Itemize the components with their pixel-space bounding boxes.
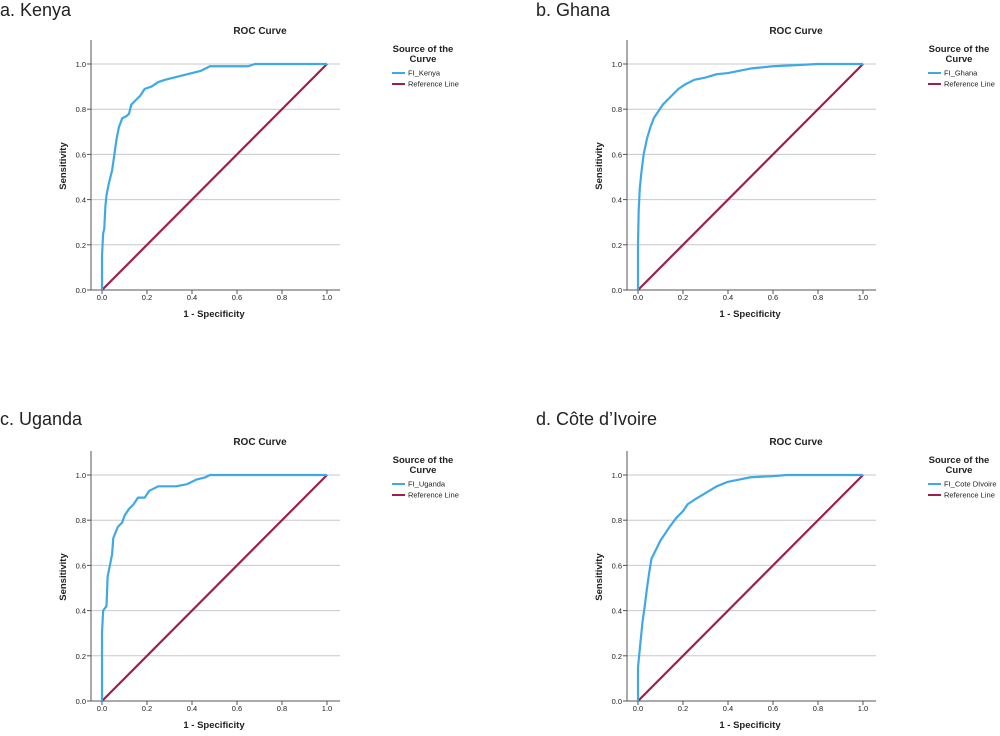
legend-entry: FI_Cote DIvoire: [944, 480, 997, 489]
y-tick-label: 1.0: [612, 60, 622, 69]
chart-title: ROC Curve: [233, 437, 287, 448]
legend-title: Curve: [946, 465, 973, 476]
x-axis-label: 1 - Specificity: [719, 720, 781, 731]
legend-title: Source of the: [929, 44, 990, 55]
chart-title: ROC Curve: [233, 26, 287, 37]
x-tick-label: 0.0: [97, 293, 107, 302]
x-tick-label: 0.2: [678, 704, 688, 713]
x-tick-label: 0.6: [232, 704, 242, 713]
x-tick-label: 0.4: [723, 704, 733, 713]
y-tick-label: 0.8: [612, 105, 622, 114]
chart-title: ROC Curve: [769, 437, 823, 448]
y-tick-label: 0.6: [76, 150, 86, 159]
legend-title: Source of the: [929, 455, 990, 466]
x-tick-label: 0.2: [142, 293, 152, 302]
y-axis-label: Sensitivity: [594, 142, 605, 190]
x-tick-label: 1.0: [322, 704, 332, 713]
y-tick-label: 0.6: [612, 150, 622, 159]
x-tick-label: 0.8: [277, 293, 287, 302]
reference-line: [101, 63, 328, 291]
y-tick-label: 0.4: [612, 607, 622, 616]
roc-chart: 0.0 0.2 0.4 0.6 0.8 1.0 0.0 0.2 0.4 0.6 0.8 1.0 ROC …: [58, 437, 459, 731]
legend-entry: FI_Ghana: [944, 69, 978, 78]
legend-entry: Reference Line: [408, 80, 459, 89]
y-tick-label: 0.0: [612, 697, 622, 706]
legend-entry: Reference Line: [408, 491, 459, 500]
y-tick-label: 0.8: [612, 516, 622, 525]
x-axis-label: 1 - Specificity: [183, 720, 245, 731]
legend-entry: Reference Line: [944, 491, 995, 500]
y-tick-label: 0.2: [612, 652, 622, 661]
x-axis-label: 1 - Specificity: [183, 309, 245, 320]
y-tick-label: 0.4: [76, 196, 86, 205]
x-tick-label: 0.0: [633, 293, 643, 302]
panel-label: b. Ghana: [536, 0, 611, 20]
x-tick-label: 0.6: [768, 704, 778, 713]
x-tick-label: 0.8: [813, 293, 823, 302]
reference-line: [637, 63, 864, 291]
x-tick-label: 1.0: [858, 704, 868, 713]
y-tick-label: 0.0: [76, 286, 86, 295]
x-tick-label: 0.0: [97, 704, 107, 713]
y-axis-label: Sensitivity: [594, 553, 605, 601]
roc-curve-line: [636, 473, 863, 701]
roc-chart: 0.0 0.2 0.4 0.6 0.8 1.0 0.0 0.2 0.4 0.6 0.8 1.0 ROC …: [58, 26, 459, 320]
panel-label: a. Kenya: [0, 0, 72, 20]
x-tick-label: 0.4: [187, 704, 197, 713]
y-tick-label: 1.0: [76, 60, 86, 69]
y-axis-label: Sensitivity: [58, 553, 69, 601]
legend-entry: FI_Uganda: [408, 480, 446, 489]
x-tick-label: 0.8: [277, 704, 287, 713]
x-tick-label: 0.2: [678, 293, 688, 302]
legend-entry: Reference Line: [944, 80, 995, 89]
reference-line: [637, 474, 864, 702]
x-tick-label: 0.6: [768, 293, 778, 302]
chart-title: ROC Curve: [769, 26, 823, 37]
y-tick-label: 0.6: [76, 561, 86, 570]
y-tick-label: 0.8: [76, 516, 86, 525]
roc-chart: 0.0 0.2 0.4 0.6 0.8 1.0 0.0 0.2 0.4 0.6 0.8 1.0 ROC …: [594, 437, 997, 731]
x-tick-label: 0.6: [232, 293, 242, 302]
legend-title: Source of the: [393, 44, 454, 55]
legend-title: Curve: [946, 54, 973, 65]
reference-line: [101, 474, 328, 702]
y-tick-label: 0.4: [612, 196, 622, 205]
x-tick-label: 0.0: [633, 704, 643, 713]
x-tick-label: 0.4: [723, 293, 733, 302]
legend-title: Source of the: [393, 455, 454, 466]
x-tick-label: 0.8: [813, 704, 823, 713]
y-tick-label: 0.0: [76, 697, 86, 706]
x-tick-label: 1.0: [858, 293, 868, 302]
roc-chart: 0.0 0.2 0.4 0.6 0.8 1.0 0.0 0.2 0.4 0.6 0.8 1.0 ROC …: [594, 26, 995, 320]
y-tick-label: 0.2: [76, 652, 86, 661]
y-tick-label: 0.4: [76, 607, 86, 616]
y-tick-label: 0.0: [612, 286, 622, 295]
y-tick-label: 0.8: [76, 105, 86, 114]
y-tick-label: 1.0: [76, 471, 86, 480]
y-tick-label: 0.6: [612, 561, 622, 570]
legend-entry: FI_Kenya: [408, 69, 441, 78]
x-tick-label: 1.0: [322, 293, 332, 302]
roc-curve-line: [636, 62, 863, 290]
y-tick-label: 0.2: [76, 241, 86, 250]
y-axis-label: Sensitivity: [58, 142, 69, 190]
x-tick-label: 0.4: [187, 293, 197, 302]
legend-title: Curve: [410, 54, 437, 65]
roc-curve-line: [100, 473, 327, 701]
roc-curve-line: [100, 62, 327, 290]
legend-title: Curve: [410, 465, 437, 476]
x-axis-label: 1 - Specificity: [719, 309, 781, 320]
y-tick-label: 1.0: [612, 471, 622, 480]
panel-label: c. Uganda: [0, 409, 83, 429]
panel-label: d. Côte d’Ivoire: [536, 409, 658, 429]
x-tick-label: 0.2: [142, 704, 152, 713]
y-tick-label: 0.2: [612, 241, 622, 250]
